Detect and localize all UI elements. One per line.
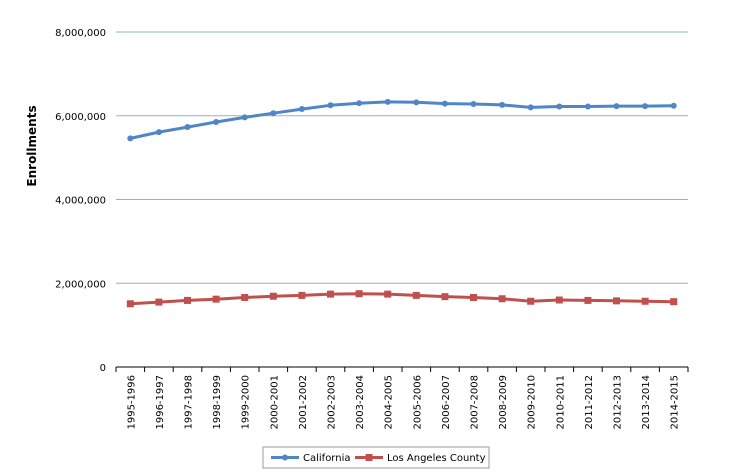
x-tick-label: 2010-2011 [555,375,566,430]
x-tick-label: 2003-2004 [355,375,366,430]
data-point [184,296,191,304]
data-point [613,297,620,305]
data-point [413,99,420,106]
data-point [412,291,420,299]
x-axis-ticks: 1995-1996 1996-1997 1997-1998 1998-1999 1999… [115,367,689,430]
data-point [470,293,477,301]
x-tick-label: 2005-2006 [412,375,423,430]
x-tick-label: 1999-2000 [241,375,252,430]
data-point [384,98,391,105]
data-point [212,295,220,303]
y-axis-title: Enrollments [25,105,39,186]
x-tick-label: 2014-2015 [670,375,681,430]
data-point [298,106,305,113]
data-point [613,103,620,110]
data-point [498,295,506,303]
x-tick-label: 2009-2010 [527,375,538,430]
y-tick-label: 4,000,000 [55,196,106,207]
legend-label: California [303,453,351,464]
x-tick-label: 2001-2002 [298,375,309,430]
data-point [327,290,334,298]
series-line [130,292,674,306]
data-point [555,296,563,304]
x-tick-label: 2011-2012 [584,375,595,430]
data-point [184,124,191,131]
data-point [556,103,563,110]
series-layer [126,98,678,308]
series-line [129,100,674,140]
y-tick-label: 2,000,000 [55,279,106,290]
x-tick-label: 2004-2005 [384,375,395,430]
x-tick-label: 2008-2009 [498,375,509,430]
x-tick-label: 1997-1998 [184,375,195,430]
data-point [241,293,249,301]
data-point [499,101,506,108]
x-tick-label: 1995-1996 [126,375,137,430]
data-point [155,298,163,306]
y-tick-label: 0 [100,363,106,374]
data-point [670,102,677,109]
gridlines [116,31,688,284]
data-point [441,293,449,301]
data-point [470,101,477,108]
data-point [241,114,248,121]
x-tick-label: 2002-2003 [327,375,338,430]
data-point [355,290,363,298]
x-tick-label: 1998-1999 [212,375,223,430]
data-point [584,103,591,110]
legend-swatch-marker [365,454,373,461]
y-axis-ticks: 0 2,000,000 4,000,000 6,000,000 8,000,000 [55,28,106,374]
data-point [126,300,134,308]
data-point [670,298,678,306]
x-tick-label: 2000-2001 [269,375,280,430]
y-tick-label: 8,000,000 [55,28,106,39]
data-point [155,129,162,136]
data-point [584,296,592,304]
data-point [356,100,363,107]
data-point [527,297,535,305]
data-point [641,297,649,305]
y-tick-label: 6,000,000 [55,112,106,123]
legend-swatch-marker [282,454,288,461]
data-point [127,135,134,142]
data-point [270,110,277,117]
legend: California Los Angeles County [262,446,490,469]
x-tick-label: 2012-2013 [613,375,624,430]
x-tick-label: 2013-2014 [641,375,652,430]
x-tick-label: 1996-1997 [155,375,166,430]
data-point [441,100,448,107]
data-point [384,290,392,298]
data-point [527,104,534,111]
legend-label: Los Angeles County [387,453,486,464]
x-tick-label: 2007-2008 [470,375,481,430]
x-tick-label: 2006-2007 [441,375,452,430]
data-point [642,103,649,110]
data-point [327,102,334,109]
data-point [269,292,277,300]
data-point [298,291,306,299]
data-point [213,119,220,126]
